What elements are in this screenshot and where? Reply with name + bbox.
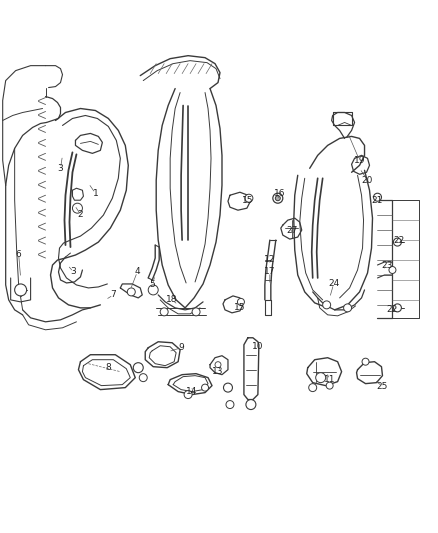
Circle shape [309,384,317,392]
Circle shape [160,308,168,316]
Circle shape [127,288,135,296]
Circle shape [276,196,280,201]
Circle shape [323,301,331,309]
Text: 12: 12 [264,255,276,263]
Text: 25: 25 [377,382,388,391]
Circle shape [374,193,381,201]
Text: 2: 2 [78,209,83,219]
Text: 9: 9 [178,343,184,352]
Text: 3: 3 [71,268,76,277]
Circle shape [72,203,82,213]
Text: 19: 19 [354,156,365,165]
Text: 10: 10 [252,342,264,351]
Circle shape [192,308,200,316]
Circle shape [246,400,256,409]
Text: 7: 7 [110,290,116,300]
Circle shape [184,391,192,399]
Text: 23: 23 [382,261,393,270]
Text: 27: 27 [286,225,297,235]
Circle shape [14,284,27,296]
Text: 1: 1 [92,189,98,198]
Circle shape [389,266,396,273]
Text: 15: 15 [242,196,254,205]
Circle shape [362,358,369,365]
Circle shape [245,194,253,202]
Circle shape [223,383,233,392]
Text: 4: 4 [134,268,140,277]
Text: 5: 5 [149,280,155,289]
Circle shape [226,401,234,409]
Circle shape [215,362,221,368]
Text: 22: 22 [387,305,398,314]
Circle shape [343,304,352,312]
Circle shape [393,238,401,246]
Text: 22: 22 [394,236,405,245]
Text: 18: 18 [166,295,178,304]
Circle shape [201,384,208,391]
Circle shape [148,285,158,295]
Text: 21: 21 [372,196,383,205]
Text: 3: 3 [58,164,64,173]
Circle shape [326,382,333,389]
Circle shape [393,304,401,312]
Text: 15: 15 [234,303,246,312]
Text: 16: 16 [274,189,286,198]
Circle shape [139,374,147,382]
Text: 11: 11 [324,375,336,384]
Circle shape [133,362,143,373]
Text: 24: 24 [328,279,339,288]
Text: 17: 17 [264,268,276,277]
Text: 20: 20 [362,176,373,185]
Text: 8: 8 [106,363,111,372]
Text: 14: 14 [187,387,198,396]
Circle shape [237,298,244,305]
Text: 13: 13 [212,367,224,376]
Text: 6: 6 [16,249,21,259]
Circle shape [316,373,326,383]
Circle shape [273,193,283,203]
